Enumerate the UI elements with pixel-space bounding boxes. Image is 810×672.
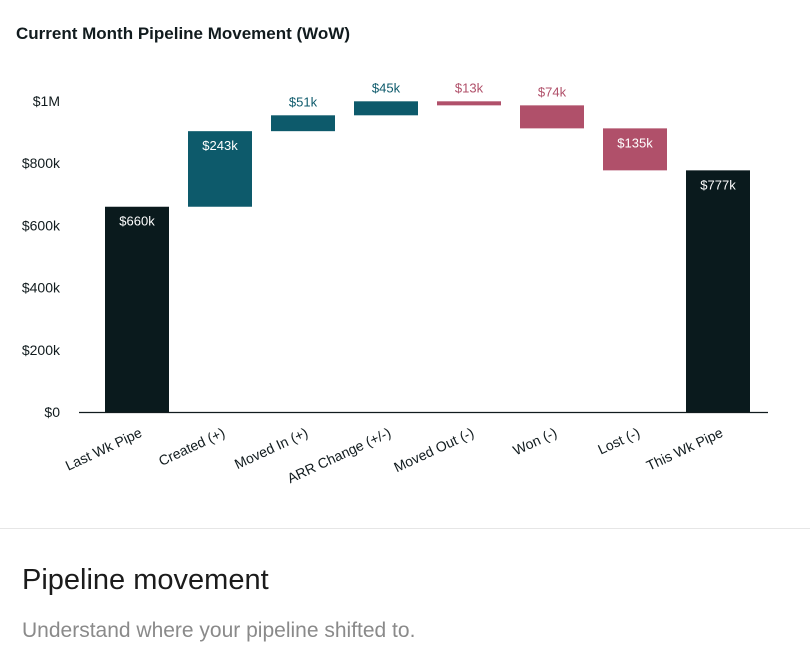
bar-value-label: $660k xyxy=(119,214,155,229)
x-tick-label: Won (-) xyxy=(510,424,559,458)
bar-value-label: $45k xyxy=(372,80,401,95)
bar-increase xyxy=(354,101,418,116)
x-tick-label: Lost (-) xyxy=(595,424,642,457)
bar-increase xyxy=(188,131,252,207)
waterfall-chart: $0 $200k $400k $600k $800k $1M $660k $243k $51k $… xyxy=(22,80,768,486)
x-tick-label: Created (+) xyxy=(156,424,227,469)
section-subtitle: Understand where your pipeline shifted t… xyxy=(22,619,416,642)
bar-value-label: $135k xyxy=(617,135,653,150)
section-title: Pipeline movement xyxy=(22,564,269,596)
bar-total xyxy=(105,206,169,412)
bar-value-label: $777k xyxy=(700,177,736,192)
y-tick-label: $200k xyxy=(22,342,61,358)
divider xyxy=(0,528,810,529)
y-tick-label: $1M xyxy=(33,93,60,109)
bar-value-label: $243k xyxy=(202,138,238,153)
chart-card: Current Month Pipeline Movement (WoW) $0… xyxy=(16,24,768,487)
x-tick-label: Last Wk Pipe xyxy=(63,424,145,473)
y-tick-label: $600k xyxy=(22,217,61,233)
bar-increase xyxy=(271,115,335,132)
chart-title: Current Month Pipeline Movement (WoW) xyxy=(16,24,351,43)
bar-decrease xyxy=(603,128,667,171)
bar-value-label: $13k xyxy=(455,80,484,95)
bar-value-label: $74k xyxy=(538,84,567,99)
y-tick-label: $400k xyxy=(22,280,61,296)
x-tick-label: This Wk Pipe xyxy=(644,424,726,473)
bar-value-label: $51k xyxy=(289,94,318,109)
x-tick-label: Moved Out (-) xyxy=(391,424,476,475)
bar-decrease xyxy=(437,101,501,106)
bar-decrease xyxy=(520,105,584,129)
bar-total xyxy=(686,170,750,412)
y-tick-label: $800k xyxy=(22,155,61,171)
y-tick-label: $0 xyxy=(44,404,60,420)
